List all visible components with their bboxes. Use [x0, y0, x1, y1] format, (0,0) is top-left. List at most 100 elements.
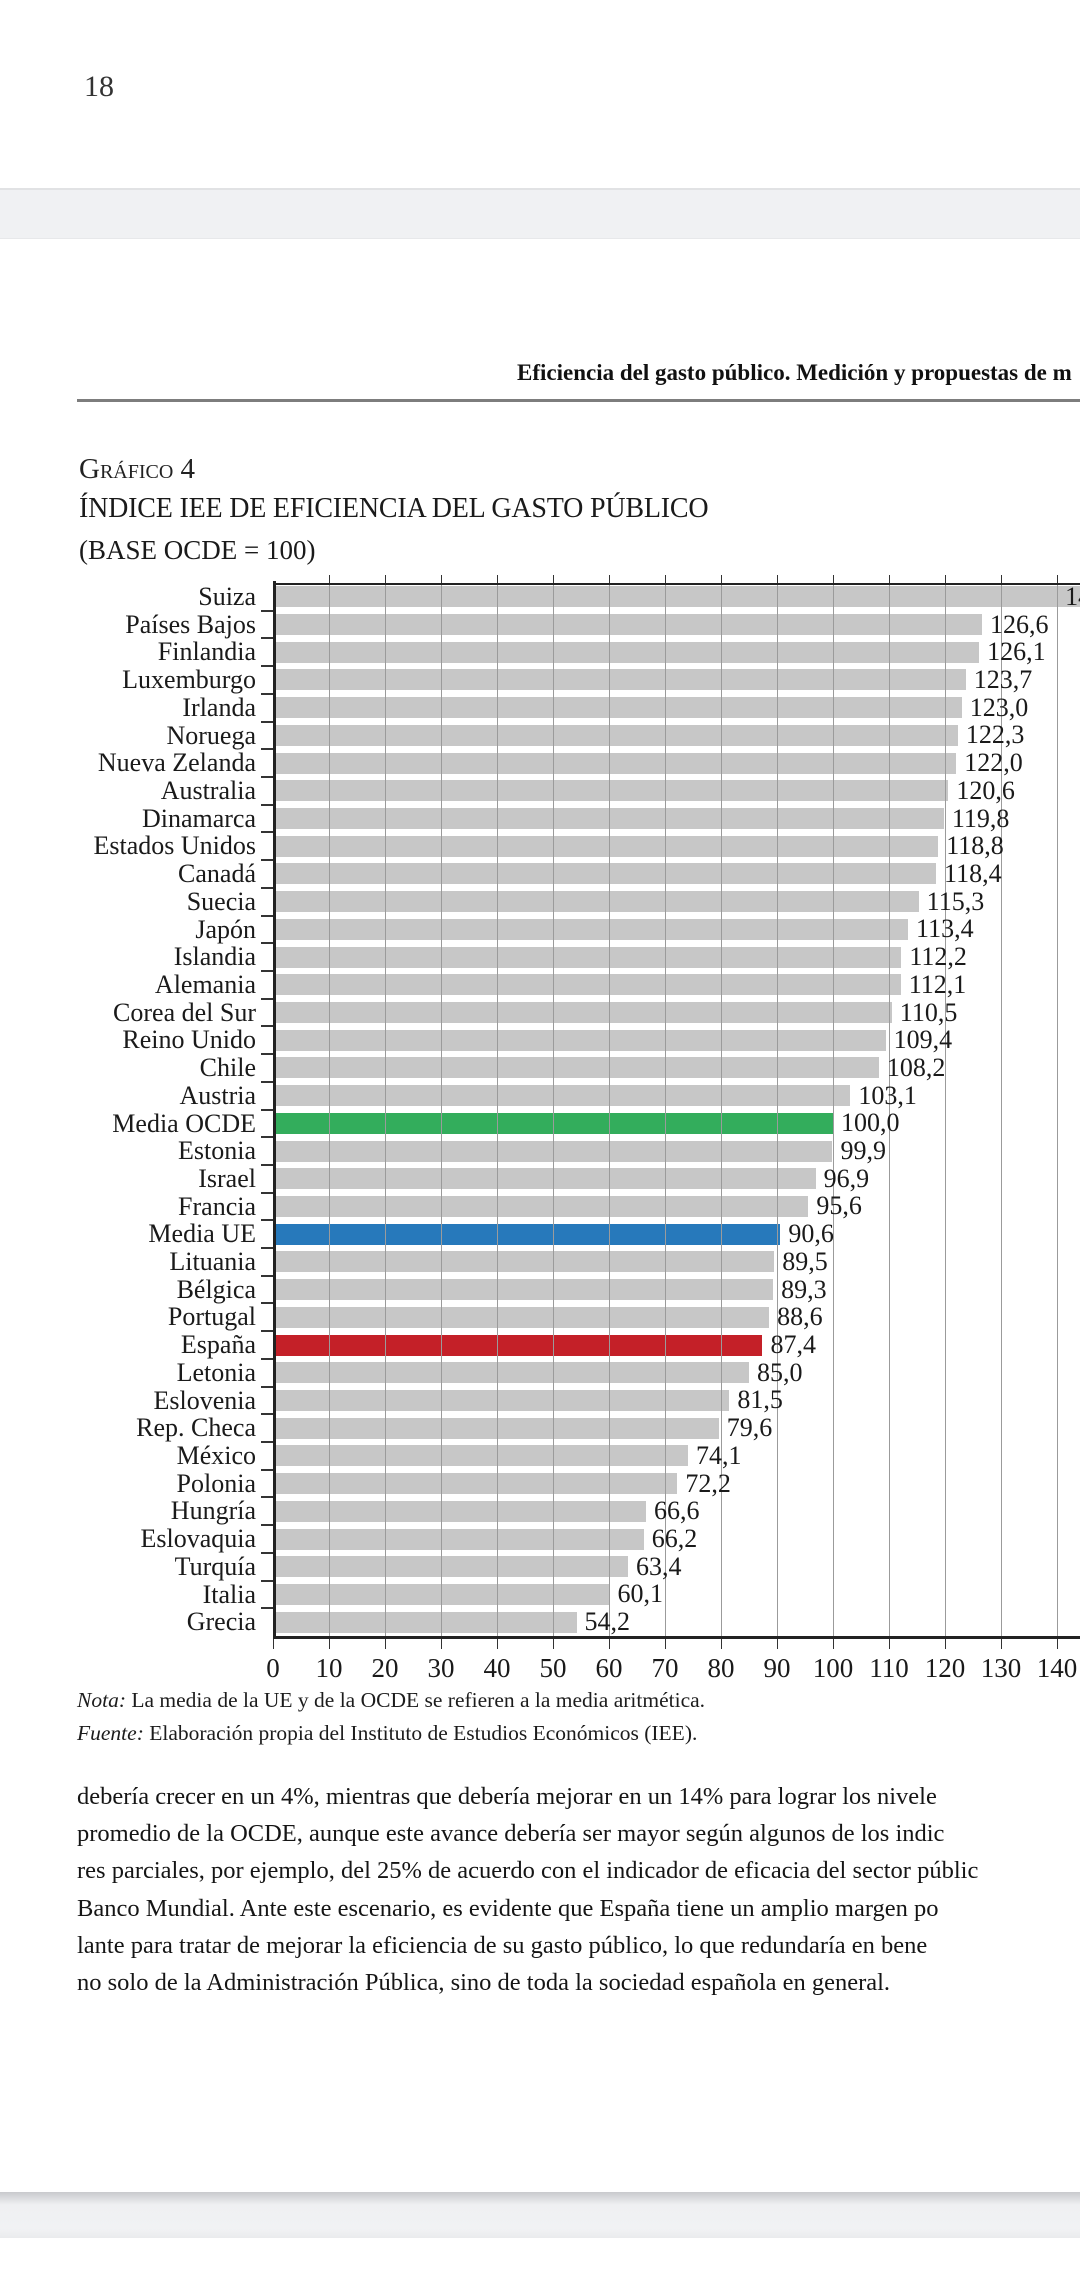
chart-bar	[273, 974, 901, 996]
chart-bar	[273, 1057, 879, 1079]
bar-value-label: 118,4	[944, 858, 1002, 888]
x-axis-tick	[1001, 1639, 1002, 1649]
body-paragraph-line: promedio de la OCDE, aunque este avance …	[77, 1820, 945, 1848]
category-label: Portugal	[167, 1302, 256, 1332]
chart-bar	[273, 1445, 688, 1467]
body-paragraph-line: debería crecer en un 4%, mientras que de…	[77, 1783, 937, 1810]
category-label: Suiza	[198, 582, 256, 611]
x-axis-label: 50	[539, 1653, 567, 1683]
gridline	[945, 583, 946, 1636]
gridline	[1001, 583, 1002, 1636]
chart-bar	[273, 1611, 577, 1633]
x-axis-tick	[553, 1639, 554, 1649]
bar-value-label: 113,4	[916, 914, 974, 944]
bar-value-label: 108,2	[886, 1052, 946, 1082]
bar-value-label: 89,5	[782, 1246, 828, 1276]
x-axis-label: 120	[924, 1653, 966, 1683]
bar-value-label: 89,3	[781, 1274, 827, 1304]
gridline	[441, 583, 442, 1636]
category-label: Reino Unido	[122, 1025, 256, 1055]
x-axis-tick	[665, 575, 666, 583]
x-axis-tick	[721, 1639, 722, 1649]
category-label: Bélgica	[176, 1274, 256, 1304]
chart-bar	[273, 808, 944, 830]
y-axis-tick	[261, 969, 273, 972]
gridline	[329, 583, 330, 1636]
bar-value-label: 118,8	[946, 831, 1004, 861]
x-axis-tick	[777, 1639, 778, 1649]
chart-bar	[273, 946, 902, 968]
chart-bar	[273, 1168, 816, 1190]
x-axis-label: 80	[707, 1653, 735, 1683]
gridline	[665, 583, 666, 1636]
gridline	[833, 583, 834, 1636]
y-axis-tick	[261, 1274, 273, 1277]
chart-bar	[273, 724, 958, 746]
page-separator-top	[0, 188, 1080, 239]
chart-bar	[273, 918, 909, 940]
y-axis-tick	[261, 831, 273, 834]
category-label: Países Bajos	[125, 609, 256, 639]
chart-bar	[273, 669, 966, 691]
category-label: Estados Unidos	[93, 831, 257, 861]
running-header: Eficiencia del gasto público. Medición y…	[517, 360, 1072, 385]
plot-top-border	[273, 583, 1080, 585]
plot-area: 14 126,6126,1123,7123,0122,3122,0120,6119…	[261, 575, 1080, 1683]
x-axis-tick	[273, 1639, 274, 1649]
bar-value-label: 100,0	[840, 1108, 900, 1138]
y-axis-tick	[261, 1080, 273, 1083]
bar-value-label: 122,0	[964, 748, 1023, 778]
bar-value-label: 81,5	[737, 1385, 783, 1415]
x-axis-tick	[833, 1639, 834, 1649]
chart-bar	[273, 1195, 809, 1217]
gridline	[385, 583, 386, 1636]
y-axis-tick	[261, 1163, 273, 1166]
body-paragraph-line: Banco Mundial. Ante este escenario, es e…	[77, 1894, 939, 1922]
chart-bar	[273, 1334, 763, 1356]
bar-value-label: 60,1	[617, 1579, 664, 1609]
bar-value-label: 95,6	[816, 1191, 862, 1221]
bar-value-label: 103,1	[858, 1080, 917, 1110]
x-axis-label: 100	[812, 1653, 854, 1683]
x-axis-label: 60	[595, 1653, 623, 1683]
note-label: Nota:	[77, 1688, 126, 1712]
y-axis-tick	[261, 914, 273, 917]
gridline	[1057, 583, 1058, 1636]
y-axis-tick	[261, 748, 273, 751]
x-axis-tick	[777, 575, 778, 583]
category-label: Japón	[195, 914, 256, 944]
bar-value-label: 99,9	[840, 1136, 886, 1166]
x-axis-tick	[609, 1639, 610, 1649]
chart-bar	[273, 1029, 886, 1051]
body-paragraph-line: no solo de la Administración Pública, si…	[77, 1969, 891, 1997]
body-paragraph-line: res parciales, por ejemplo, del 25% de a…	[77, 1857, 979, 1885]
y-axis-tick	[261, 803, 273, 806]
y-axis-tick	[261, 1496, 273, 1499]
x-axis-label: 70	[651, 1653, 679, 1683]
x-axis-label: 20	[371, 1653, 399, 1683]
x-axis-tick	[609, 575, 610, 583]
x-axis-tick	[665, 1639, 666, 1649]
bar-value-label: 63,4	[636, 1551, 682, 1581]
chart-bar	[273, 1085, 851, 1107]
x-axis-label: 90	[763, 1653, 791, 1683]
x-axis-tick	[1057, 1639, 1058, 1649]
x-axis-label: 0	[266, 1653, 280, 1683]
category-label: Italia	[202, 1579, 256, 1609]
gridline	[721, 583, 722, 1636]
y-axis-tick	[261, 1053, 273, 1056]
source-line: Fuente: Elaboración propia del Instituto…	[77, 1721, 697, 1746]
bar-value-label: 123,0	[969, 692, 1029, 722]
x-axis-tick	[441, 1639, 442, 1649]
y-axis-line	[273, 581, 276, 1639]
x-axis-tick	[833, 575, 834, 583]
y-axis-tick	[261, 1136, 273, 1139]
gridline	[889, 583, 890, 1636]
y-axis-tick	[261, 1108, 273, 1111]
bar-value-label: 85,0	[757, 1357, 803, 1387]
x-axis-tick	[329, 575, 330, 583]
bar-value-label: 90,6	[788, 1219, 834, 1249]
x-axis-tick	[945, 575, 946, 583]
category-label: Estonia	[178, 1136, 256, 1166]
